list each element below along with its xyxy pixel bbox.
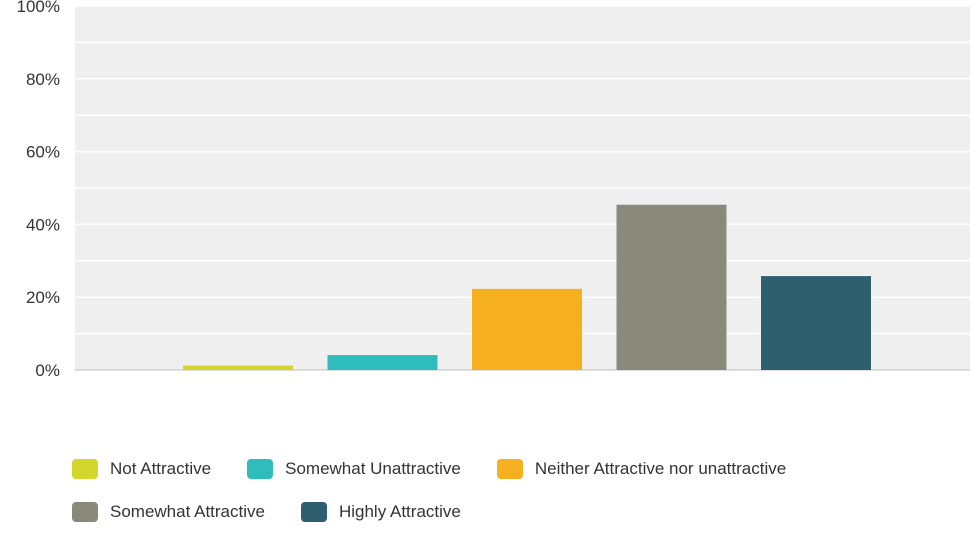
bar-not-attractive: [183, 366, 293, 370]
legend-item-neither: Neither Attractive nor unattractive: [497, 459, 786, 479]
legend-swatch: [301, 502, 327, 522]
bar-neither-attractive-nor-unattractive: [472, 289, 582, 370]
legend-row: Somewhat Attractive Highly Attractive: [72, 498, 952, 526]
legend-swatch: [72, 502, 98, 522]
y-tick-label: 60%: [26, 143, 60, 162]
y-tick-label: 100%: [17, 0, 60, 16]
legend-item-somewhat-unattractive: Somewhat Unattractive: [247, 459, 461, 479]
legend-label: Highly Attractive: [339, 502, 461, 522]
y-tick-label: 80%: [26, 70, 60, 89]
legend-item-somewhat-attractive: Somewhat Attractive: [72, 502, 265, 522]
y-tick-label: 0%: [35, 361, 60, 380]
bar-highly-attractive: [761, 276, 871, 370]
y-tick-label: 20%: [26, 288, 60, 307]
legend-label: Somewhat Unattractive: [285, 459, 461, 479]
y-axis: 0% 20% 40% 60% 80% 100%: [17, 0, 60, 380]
legend-label: Not Attractive: [110, 459, 211, 479]
legend-swatch: [247, 459, 273, 479]
legend-row: Not Attractive Somewhat Unattractive Nei…: [72, 455, 952, 483]
bar-somewhat-unattractive: [328, 355, 438, 370]
legend-label: Neither Attractive nor unattractive: [535, 459, 786, 479]
legend-item-not-attractive: Not Attractive: [72, 459, 211, 479]
y-tick-label: 40%: [26, 215, 60, 234]
legend-item-highly-attractive: Highly Attractive: [301, 502, 461, 522]
legend-label: Somewhat Attractive: [110, 502, 265, 522]
legend-swatch: [497, 459, 523, 479]
bar-chart: 0% 20% 40% 60% 80% 100%: [0, 0, 972, 440]
bar-somewhat-attractive: [617, 205, 727, 370]
legend-swatch: [72, 459, 98, 479]
legend: Not Attractive Somewhat Unattractive Nei…: [72, 455, 952, 541]
